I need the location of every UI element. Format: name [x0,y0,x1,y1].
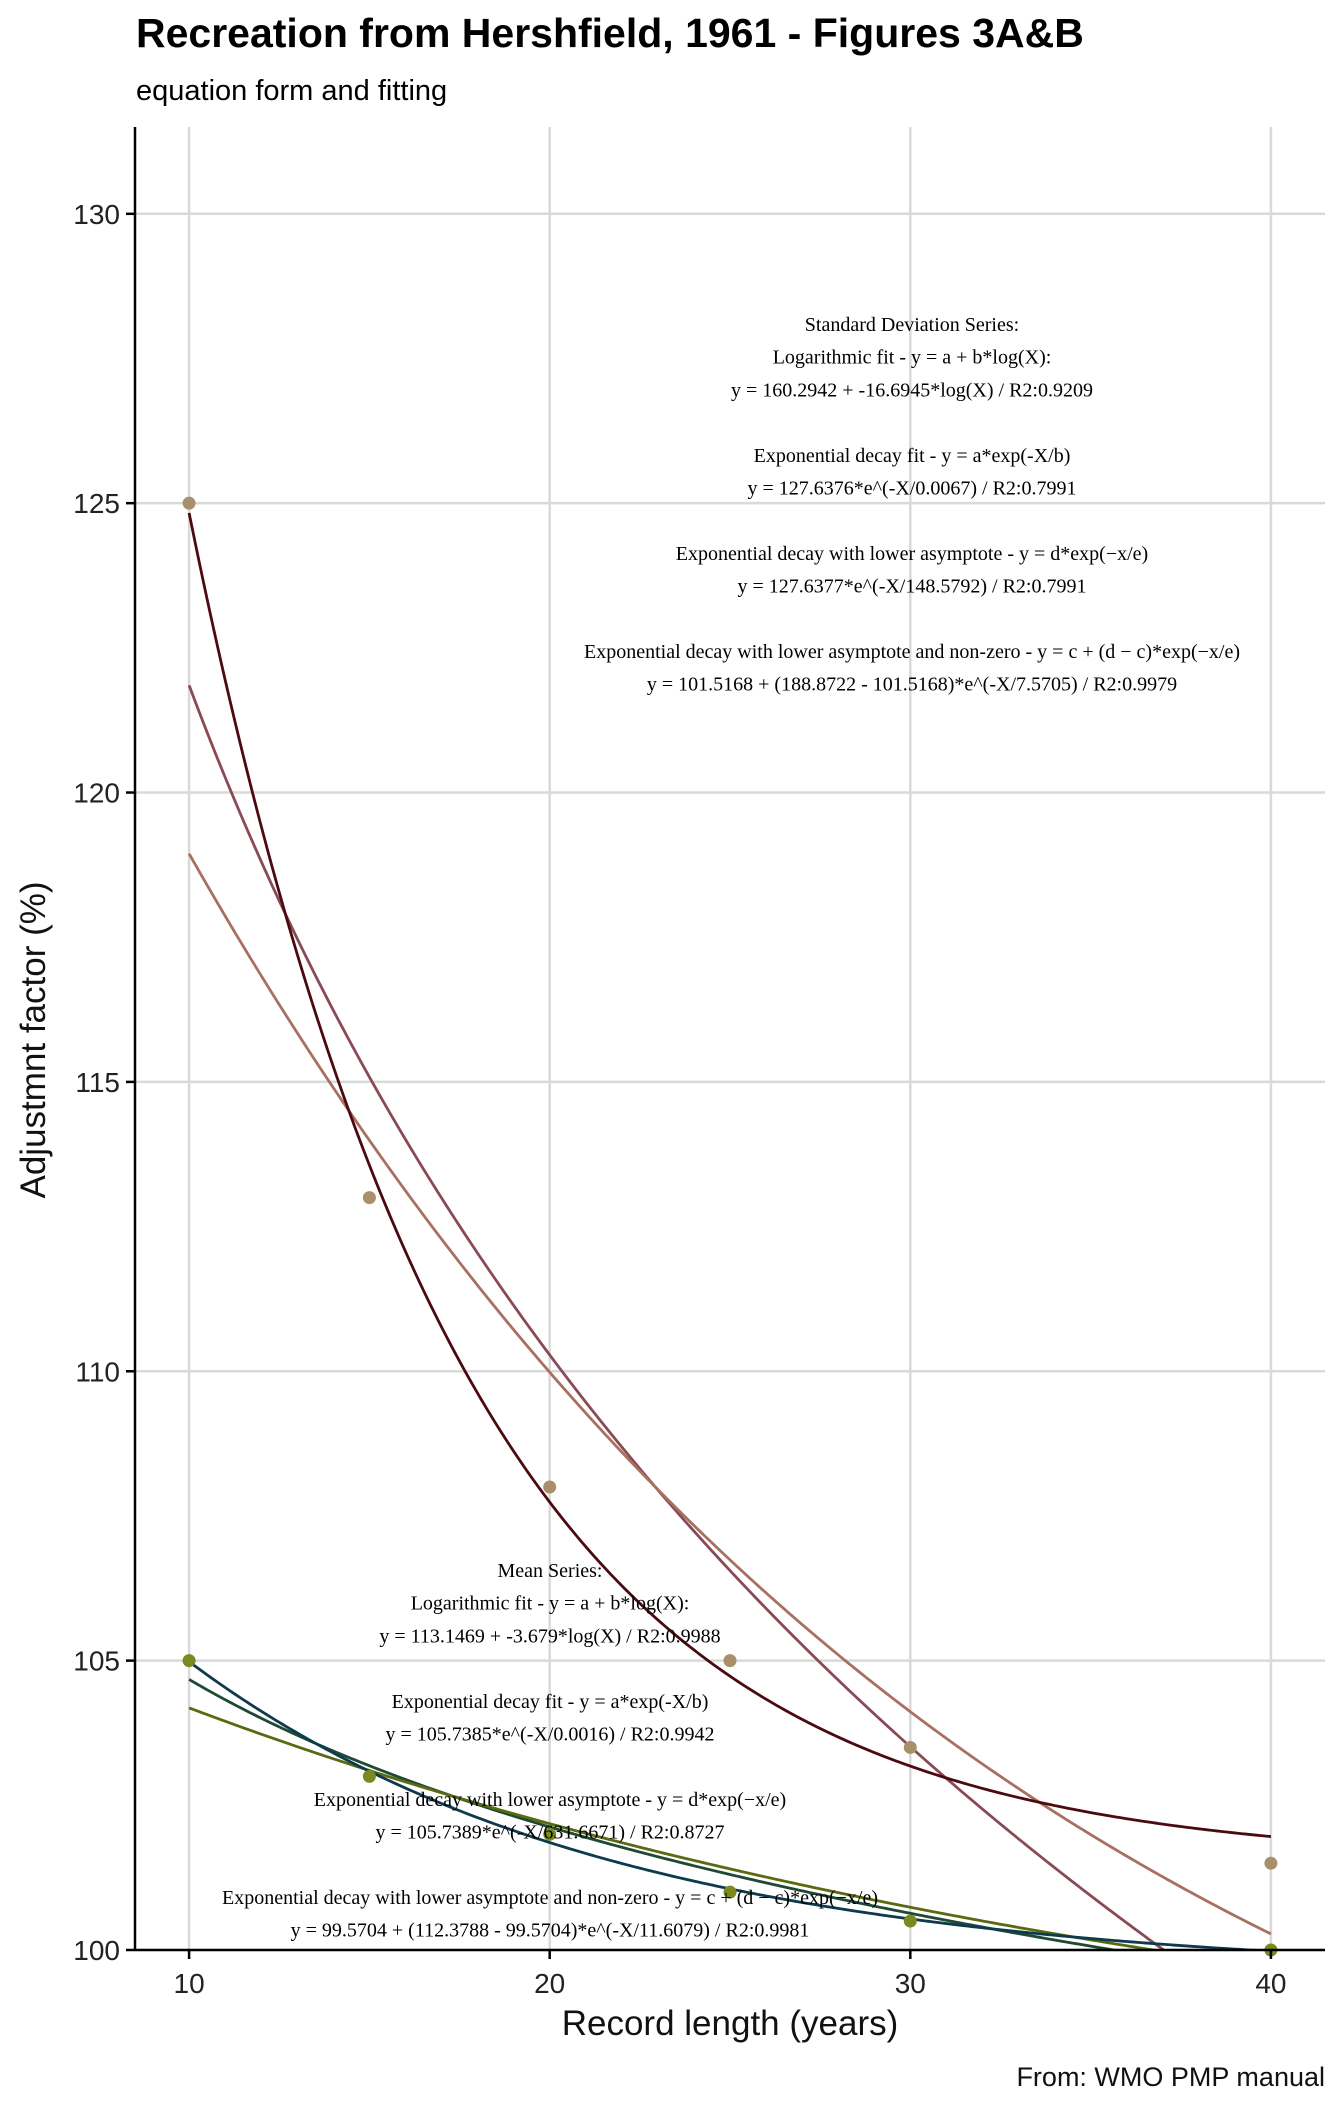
y-tick-label: 115 [75,1067,120,1098]
annotation-mean-line: y = 105.7385*e^(-X/0.0016) / R2:0.9942 [386,1724,715,1746]
fit-curve-0-exp [187,852,1272,1936]
data-point-0-4 [903,1740,917,1754]
data-point-0-3 [723,1654,737,1668]
data-point-1-4 [903,1914,917,1928]
x-tick-label: 20 [534,1968,565,1999]
data-point-1-2 [543,1827,557,1841]
annotation-mean-line: Exponential decay with lower asymptote -… [314,1789,786,1811]
x-tick-label: 10 [174,1968,205,1999]
data-point-0-1 [362,1191,376,1205]
annotation-mean-line: y = 113.1469 + -3.679*log(X) / R2:0.9988 [379,1625,720,1647]
annotation-sd-line: Exponential decay with lower asymptote -… [676,543,1148,565]
annotation-mean-line: Exponential decay with lower asymptote a… [222,1887,878,1909]
annotation-sd-line: y = 127.6376*e^(-X/0.0067) / R2:0.7991 [748,478,1077,500]
y-tick-label: 125 [73,488,120,519]
y-tick-label: 100 [73,1935,120,1966]
annotation-sd-line: Standard Deviation Series: [805,314,1019,336]
data-point-0-0 [182,496,196,510]
y-tick-label: 110 [75,1356,120,1387]
chart-title: Recreation from Hershfield, 1961 - Figur… [136,10,1084,56]
chart-caption: From: WMO PMP manual [1016,2062,1325,2092]
annotation-mean-line: Exponential decay fit - y = a*exp(-X/b) [392,1691,709,1713]
y-tick-label: 130 [73,199,120,230]
fit-curve-1-log [188,1678,1123,1950]
annotation-sd-line: y = 160.2942 + -16.6945*log(X) / R2:0.92… [731,379,1093,401]
annotation-mean-line: Logarithmic fit - y = a + b*log(X): [411,1593,690,1615]
data-point-0-2 [543,1480,557,1494]
axis-ticks: 10 20 30 40 100 105 110 115 120 125 130 [73,199,1286,1999]
data-points [182,496,1278,1957]
data-point-1-3 [723,1885,737,1899]
y-tick-label: 120 [73,778,120,809]
annotation-mean-line: y = 99.5704 + (112.3788 - 99.5704)*e^(-X… [291,1920,810,1942]
annotation-sd-line: Logarithmic fit - y = a + b*log(X): [773,347,1052,369]
data-point-1-1 [362,1769,376,1783]
fit-annotations: Standard Deviation Series: Logarithmic fi… [222,314,1240,1942]
annotation-sd-line: y = 127.6377*e^(-X/148.5792) / R2:0.7991 [738,576,1087,598]
y-axis-title: Adjustmnt factor (%) [14,881,53,1198]
fit-curve-0-asym_nonzero [187,512,1272,1838]
x-tick-label: 30 [895,1968,926,1999]
annotation-sd-line: Exponential decay with lower asymptote a… [584,641,1240,663]
fit-curve-0-log [187,684,1167,1950]
annotation-mean-line: Mean Series: [498,1560,603,1582]
data-point-0-5 [1264,1856,1278,1870]
x-axis-title: Record length (years) [562,2004,899,2043]
data-point-1-0 [182,1654,196,1668]
annotation-mean-line: y = 105.7389*e^(-X/631.6671) / R2:0.8727 [376,1822,725,1844]
x-tick-label: 40 [1255,1968,1286,1999]
annotation-sd-line: Exponential decay fit - y = a*exp(-X/b) [754,445,1071,467]
annotation-sd-line: y = 101.5168 + (188.8722 - 101.5168)*e^(… [647,674,1177,696]
y-tick-label: 105 [73,1646,120,1677]
chart-subtitle: equation form and fitting [136,75,447,107]
